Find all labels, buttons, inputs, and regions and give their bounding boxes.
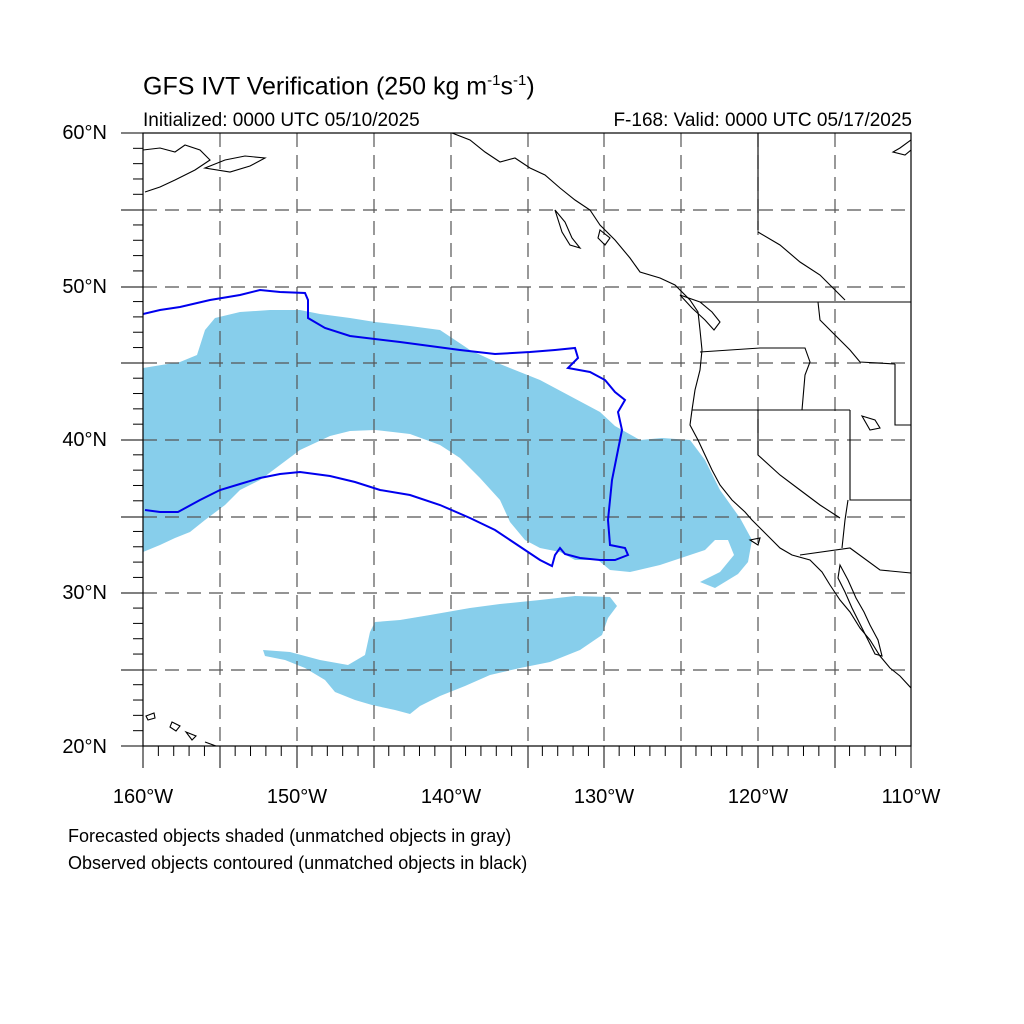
graticule — [143, 133, 911, 746]
map-title: GFS IVT Verification (250 kg m-1s-1) — [143, 72, 535, 101]
forecast-object-south — [263, 596, 617, 714]
lon-label-150w: 150°W — [266, 786, 328, 808]
valid-time: F-168: Valid: 0000 UTC 05/17/2025 — [613, 110, 912, 131]
coastlines — [143, 133, 911, 746]
lat-label-40n: 40°N — [62, 429, 107, 451]
legend-note-forecast: Forecasted objects shaded (unmatched obj… — [68, 826, 512, 846]
axis-ticks — [121, 132, 912, 768]
forecast-objects — [143, 310, 752, 714]
lat-label-20n: 20°N — [62, 736, 107, 758]
lat-label-60n: 60°N — [62, 122, 107, 144]
lon-label-160w: 160°W — [112, 786, 174, 808]
lat-label-30n: 30°N — [62, 582, 107, 604]
initialized-time: Initialized: 0000 UTC 05/10/2025 — [143, 110, 420, 131]
minor-ticks — [133, 147, 897, 756]
lon-label-110w: 110°W — [881, 786, 941, 808]
lon-label-120w: 120°W — [727, 786, 789, 808]
legend-note-observed: Observed objects contoured (unmatched ob… — [68, 853, 528, 873]
observed-object-contour — [143, 288, 630, 568]
forecast-object-north — [143, 310, 752, 588]
lon-label-130w: 130°W — [573, 786, 635, 808]
lon-label-140w: 140°W — [420, 786, 482, 808]
lat-label-50n: 50°N — [62, 276, 107, 298]
